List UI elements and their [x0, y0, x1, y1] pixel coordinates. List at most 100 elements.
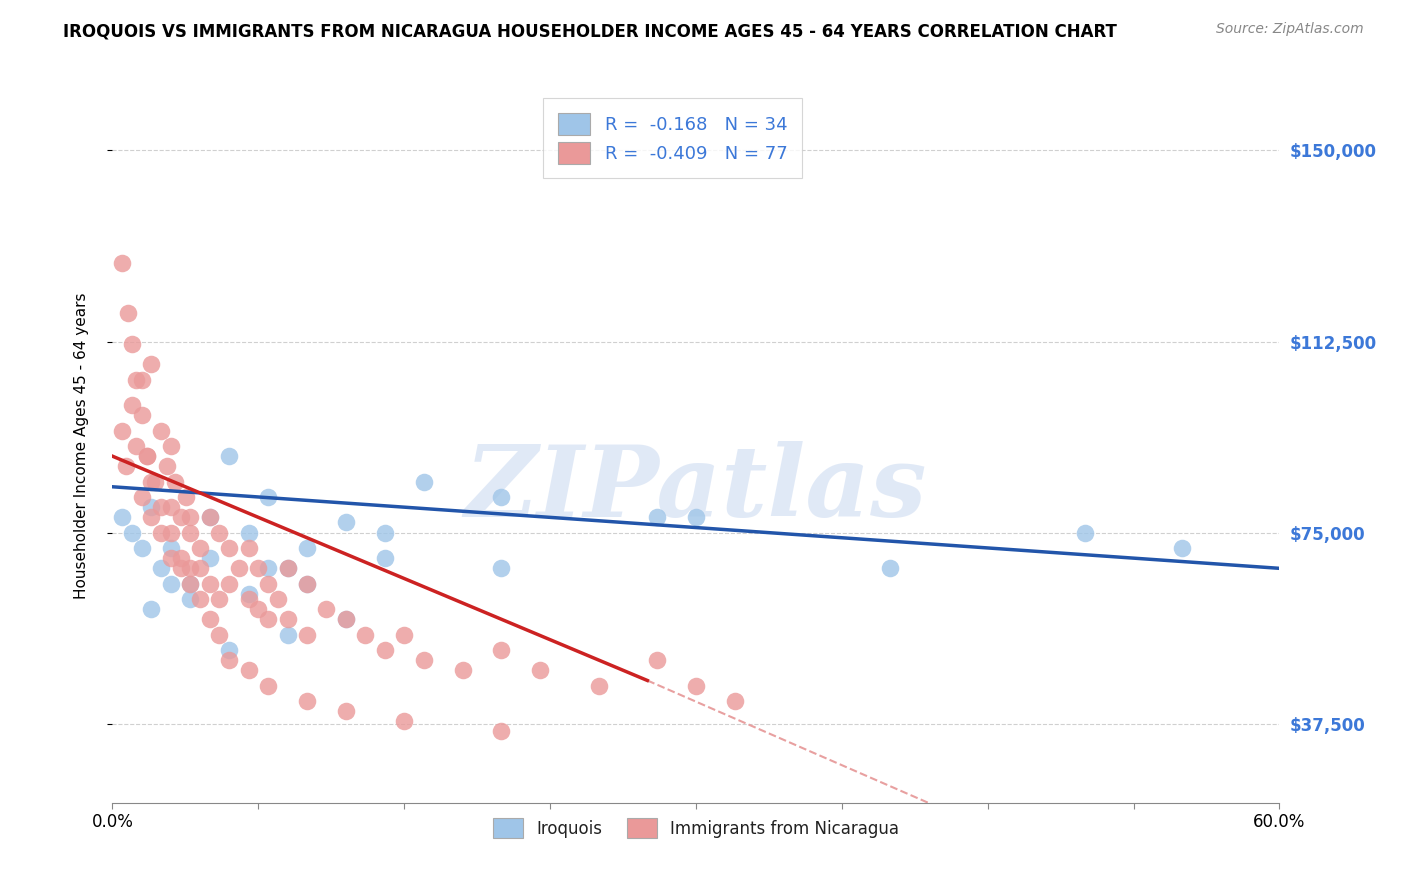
Point [374, 525, 396, 540]
Point [218, 541, 240, 555]
Point [335, 704, 357, 718]
Point [160, 576, 183, 591]
Point [156, 459, 179, 474]
Point [374, 643, 396, 657]
Point [335, 612, 357, 626]
Point [141, 500, 163, 515]
Point [188, 591, 211, 606]
Point [208, 525, 231, 540]
Text: ZIPatlas: ZIPatlas [465, 441, 927, 537]
Point [491, 490, 513, 504]
Point [412, 653, 434, 667]
Legend: Iroquois, Immigrants from Nicaragua: Iroquois, Immigrants from Nicaragua [479, 805, 912, 852]
Point [136, 449, 159, 463]
Point [176, 490, 198, 504]
Point [179, 525, 201, 540]
Point [111, 510, 134, 524]
Point [247, 561, 270, 575]
Point [198, 551, 221, 566]
Point [150, 500, 173, 515]
Point [257, 679, 280, 693]
Point [198, 612, 221, 626]
Point [169, 561, 191, 575]
Point [257, 612, 280, 626]
Point [163, 475, 186, 489]
Point [131, 373, 153, 387]
Point [295, 576, 318, 591]
Point [169, 510, 191, 524]
Point [529, 663, 551, 677]
Point [218, 653, 240, 667]
Point [1171, 541, 1194, 555]
Point [136, 449, 159, 463]
Point [160, 525, 183, 540]
Point [179, 510, 201, 524]
Point [218, 576, 240, 591]
Point [645, 653, 668, 667]
Point [879, 561, 901, 575]
Point [238, 541, 260, 555]
Point [208, 627, 231, 641]
Point [412, 475, 434, 489]
Point [238, 525, 260, 540]
Point [394, 627, 416, 641]
Point [238, 663, 260, 677]
Point [257, 576, 280, 591]
Point [295, 627, 318, 641]
Point [179, 576, 201, 591]
Point [141, 475, 163, 489]
Point [198, 510, 221, 524]
Point [150, 561, 173, 575]
Point [141, 510, 163, 524]
Point [160, 500, 183, 515]
Point [238, 591, 260, 606]
Point [160, 551, 183, 566]
Point [131, 541, 153, 555]
Point [111, 424, 134, 438]
Point [295, 541, 318, 555]
Point [218, 643, 240, 657]
Point [374, 551, 396, 566]
Point [121, 525, 143, 540]
Point [141, 602, 163, 616]
Point [276, 612, 298, 626]
Point [150, 525, 173, 540]
Point [267, 591, 290, 606]
Point [131, 490, 153, 504]
Point [685, 679, 707, 693]
Point [354, 627, 377, 641]
Point [179, 576, 201, 591]
Point [115, 459, 138, 474]
Point [198, 576, 221, 591]
Point [451, 663, 474, 677]
Point [117, 306, 139, 320]
Point [276, 627, 298, 641]
Point [143, 475, 166, 489]
Point [150, 424, 173, 438]
Point [315, 602, 337, 616]
Point [188, 541, 211, 555]
Point [238, 587, 260, 601]
Point [198, 510, 221, 524]
Point [141, 358, 163, 372]
Point [121, 337, 143, 351]
Point [685, 510, 707, 524]
Point [491, 724, 513, 739]
Point [208, 591, 231, 606]
Point [111, 255, 134, 269]
Point [645, 510, 668, 524]
Point [491, 643, 513, 657]
Point [394, 714, 416, 729]
Point [131, 409, 153, 423]
Point [218, 449, 240, 463]
Point [335, 516, 357, 530]
Point [160, 439, 183, 453]
Point [179, 561, 201, 575]
Text: IROQUOIS VS IMMIGRANTS FROM NICARAGUA HOUSEHOLDER INCOME AGES 45 - 64 YEARS CORR: IROQUOIS VS IMMIGRANTS FROM NICARAGUA HO… [63, 22, 1118, 40]
Point [724, 694, 747, 708]
Point [188, 561, 211, 575]
Point [160, 541, 183, 555]
Point [247, 602, 270, 616]
Point [335, 612, 357, 626]
Point [257, 490, 280, 504]
